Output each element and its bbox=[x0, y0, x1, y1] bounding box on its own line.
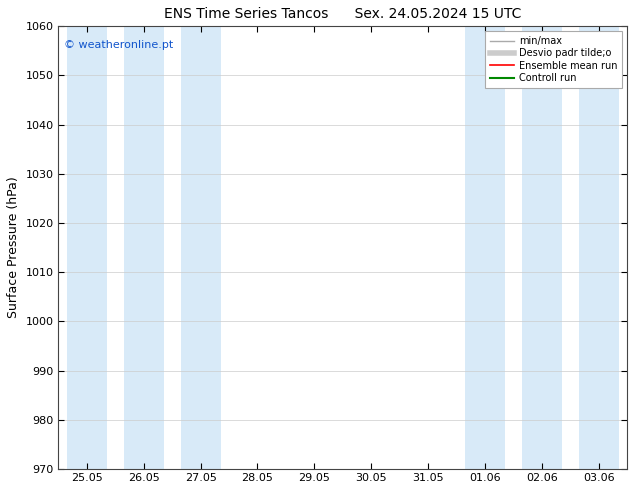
Bar bbox=[181, 26, 221, 469]
Title: ENS Time Series Tancos      Sex. 24.05.2024 15 UTC: ENS Time Series Tancos Sex. 24.05.2024 1… bbox=[164, 7, 521, 21]
Text: © weatheronline.pt: © weatheronline.pt bbox=[64, 40, 174, 49]
Bar bbox=[579, 26, 619, 469]
Legend: min/max, Desvio padr tilde;o, Ensemble mean run, Controll run: min/max, Desvio padr tilde;o, Ensemble m… bbox=[485, 31, 622, 88]
Y-axis label: Surface Pressure (hPa): Surface Pressure (hPa) bbox=[7, 177, 20, 318]
Bar bbox=[124, 26, 164, 469]
Bar bbox=[465, 26, 505, 469]
Bar bbox=[67, 26, 107, 469]
Bar bbox=[522, 26, 562, 469]
